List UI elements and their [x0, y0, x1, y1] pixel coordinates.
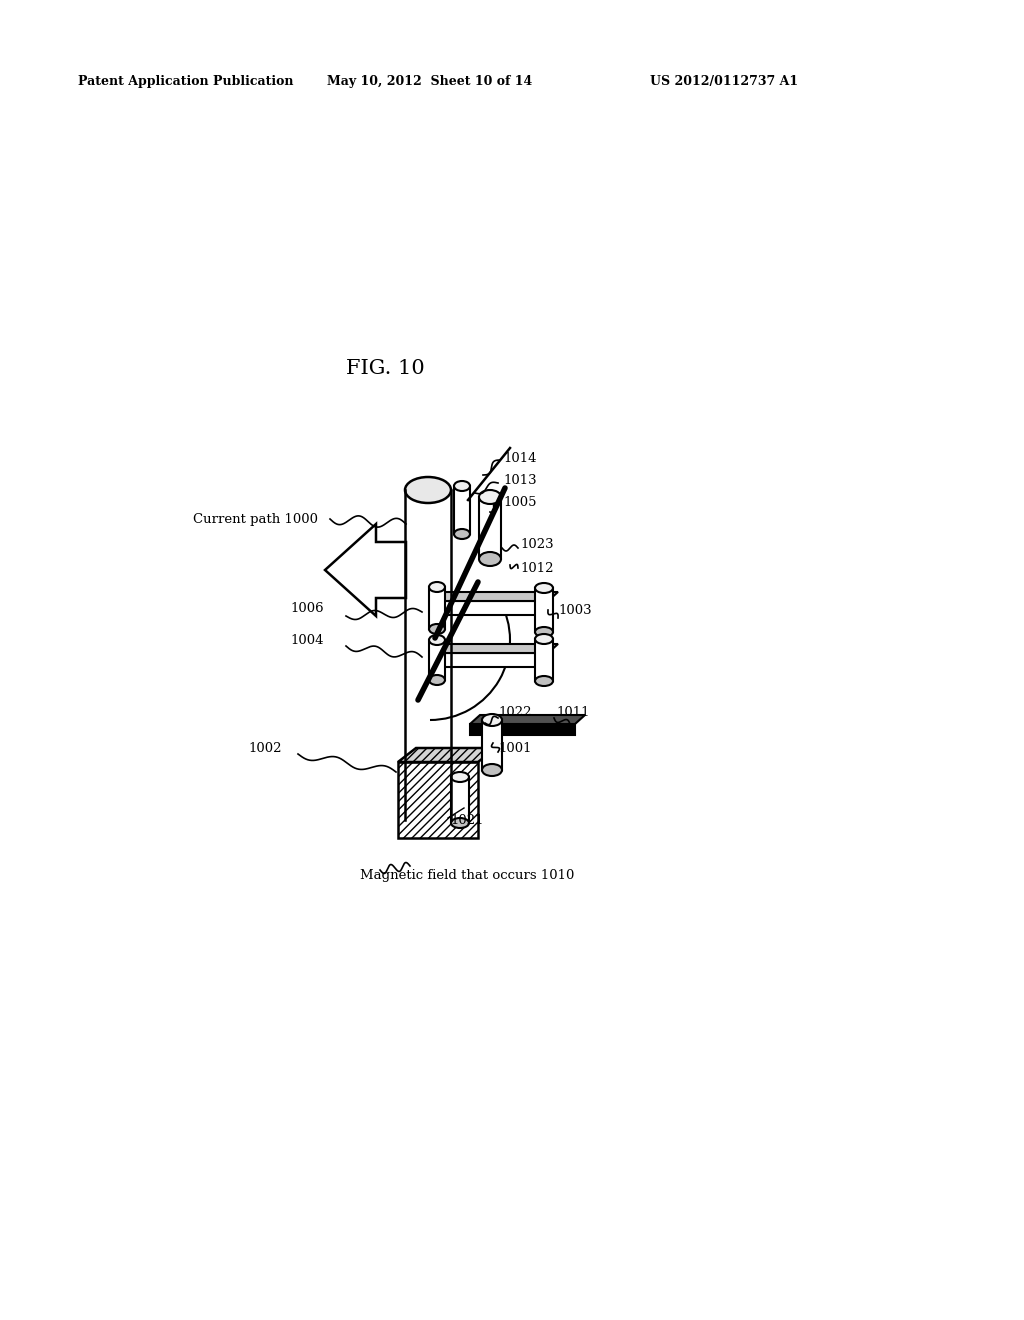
Text: 1003: 1003: [558, 603, 592, 616]
Text: 1012: 1012: [520, 561, 554, 574]
Bar: [430, 653, 548, 667]
Text: Patent Application Publication: Patent Application Publication: [78, 75, 294, 88]
Ellipse shape: [429, 582, 445, 591]
Bar: [430, 601, 548, 615]
Text: 1001: 1001: [498, 742, 531, 755]
Bar: [429, 587, 445, 630]
Ellipse shape: [535, 627, 553, 638]
Ellipse shape: [479, 552, 501, 566]
Text: Magnetic field that occurs 1010: Magnetic field that occurs 1010: [360, 870, 574, 883]
Polygon shape: [430, 644, 558, 653]
Ellipse shape: [454, 529, 470, 539]
Ellipse shape: [482, 764, 502, 776]
Bar: [406, 490, 451, 820]
Text: 1004: 1004: [290, 634, 324, 647]
Text: Current path 1000: Current path 1000: [193, 512, 318, 525]
Ellipse shape: [482, 714, 502, 726]
Ellipse shape: [535, 676, 553, 686]
Bar: [535, 639, 553, 681]
Text: 1005: 1005: [503, 495, 537, 508]
Polygon shape: [470, 715, 585, 723]
Ellipse shape: [454, 480, 470, 491]
Bar: [451, 777, 469, 822]
Polygon shape: [325, 524, 406, 616]
Ellipse shape: [429, 635, 445, 645]
Polygon shape: [430, 591, 558, 601]
Text: 1021: 1021: [450, 813, 483, 826]
Ellipse shape: [451, 772, 469, 781]
Bar: [482, 719, 502, 770]
Text: US 2012/0112737 A1: US 2012/0112737 A1: [650, 75, 798, 88]
Text: 1002: 1002: [248, 742, 282, 755]
Ellipse shape: [479, 490, 501, 504]
Ellipse shape: [406, 477, 451, 503]
Text: 1023: 1023: [520, 539, 554, 552]
Ellipse shape: [535, 583, 553, 593]
Ellipse shape: [535, 634, 553, 644]
Ellipse shape: [406, 807, 451, 833]
Text: 1011: 1011: [556, 705, 590, 718]
Bar: [470, 723, 575, 735]
Bar: [454, 486, 470, 535]
Text: May 10, 2012  Sheet 10 of 14: May 10, 2012 Sheet 10 of 14: [328, 75, 532, 88]
Ellipse shape: [429, 624, 445, 634]
Bar: [479, 498, 501, 558]
Bar: [429, 640, 445, 680]
Text: 1022: 1022: [498, 705, 531, 718]
Text: FIG. 10: FIG. 10: [346, 359, 424, 378]
Bar: [535, 587, 553, 632]
Text: 1006: 1006: [290, 602, 324, 615]
Ellipse shape: [429, 675, 445, 685]
Polygon shape: [398, 748, 496, 762]
Ellipse shape: [451, 818, 469, 828]
Text: 1014: 1014: [503, 451, 537, 465]
Text: 1013: 1013: [503, 474, 537, 487]
Bar: [398, 762, 478, 838]
